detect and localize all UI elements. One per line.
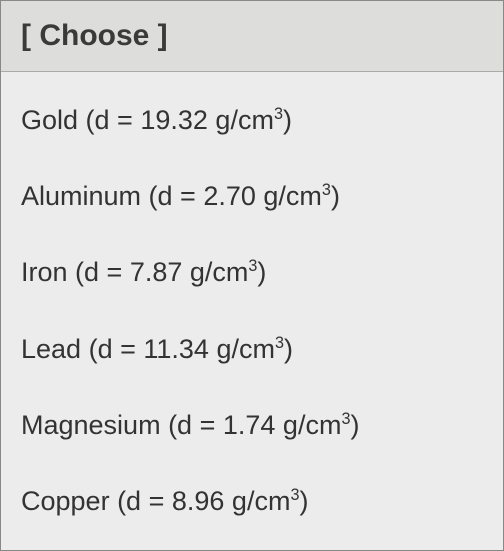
dropdown-options-list: Gold (d = 19.32 g/cm3) Aluminum (d = 2.7…: [1, 72, 503, 550]
dropdown-placeholder[interactable]: [ Choose ]: [1, 1, 503, 72]
option-label: Lead (d = 11.34 g/cm3): [21, 334, 293, 364]
density-dropdown[interactable]: [ Choose ] Gold (d = 19.32 g/cm3) Alumin…: [0, 0, 504, 551]
option-aluminum[interactable]: Aluminum (d = 2.70 g/cm3): [1, 165, 503, 228]
option-gold[interactable]: Gold (d = 19.32 g/cm3): [1, 89, 503, 152]
option-magnesium[interactable]: Magnesium (d = 1.74 g/cm3): [1, 394, 503, 457]
option-label: Gold (d = 19.32 g/cm3): [21, 105, 292, 135]
option-iron[interactable]: Iron (d = 7.87 g/cm3): [1, 241, 503, 304]
option-label: Aluminum (d = 2.70 g/cm3): [21, 181, 340, 211]
option-label: Iron (d = 7.87 g/cm3): [21, 257, 266, 287]
option-lead[interactable]: Lead (d = 11.34 g/cm3): [1, 318, 503, 381]
option-label: Copper (d = 8.96 g/cm3): [21, 486, 308, 516]
option-copper[interactable]: Copper (d = 8.96 g/cm3): [1, 470, 503, 533]
option-label: Magnesium (d = 1.74 g/cm3): [21, 410, 359, 440]
